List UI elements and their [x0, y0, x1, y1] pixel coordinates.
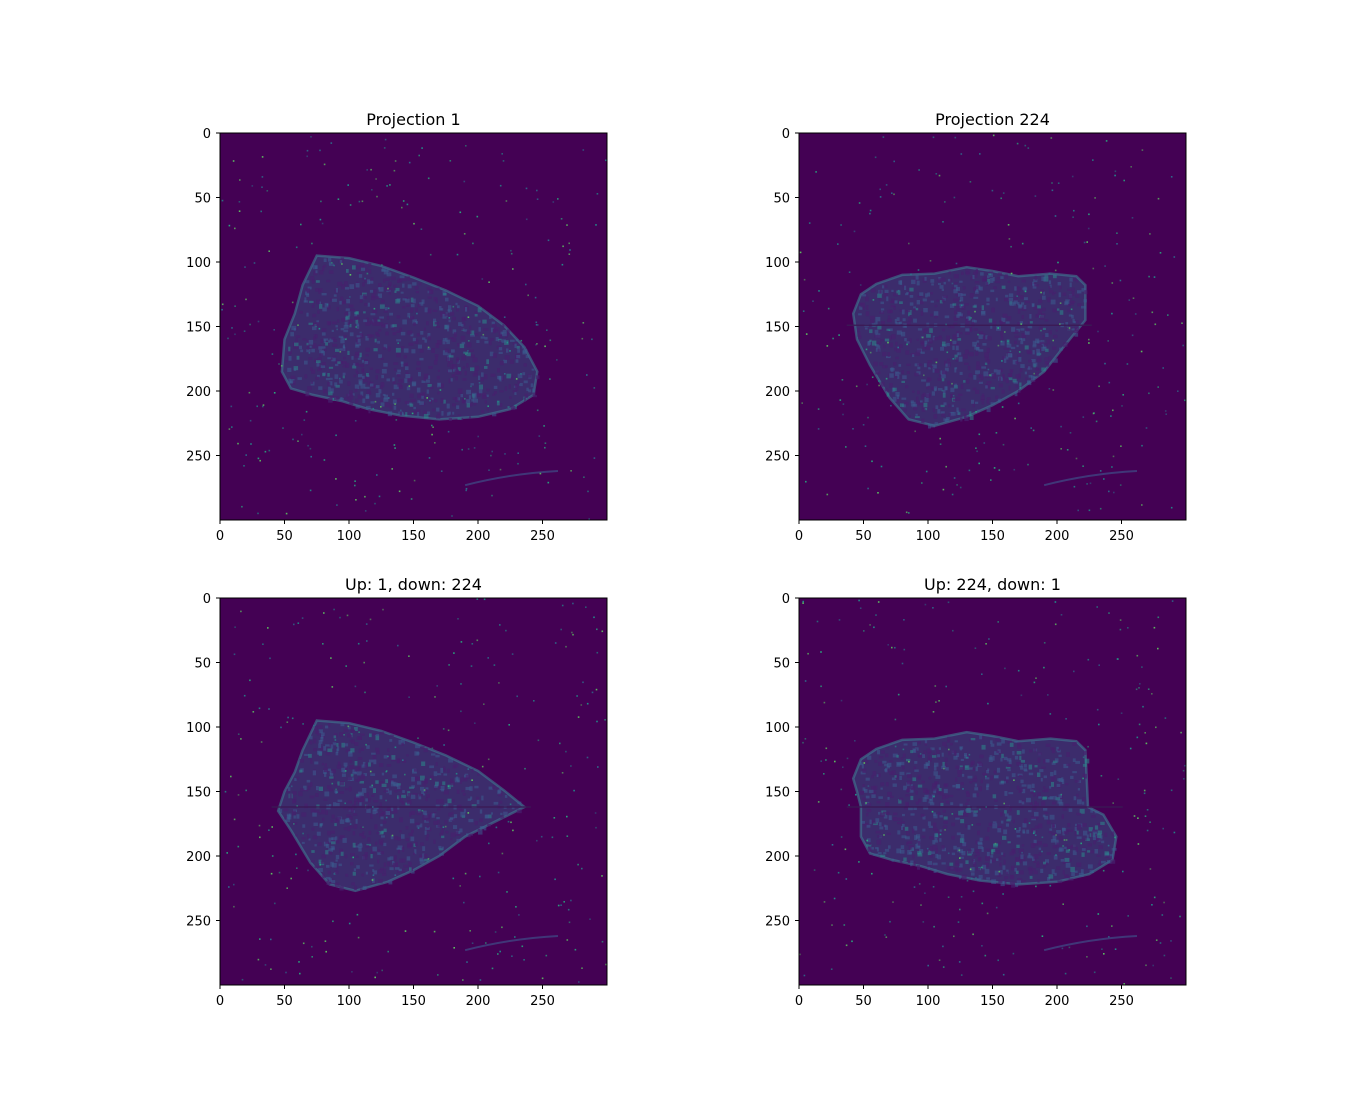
subplot-2: 0 50 100 150 200 250 0 50 100 150 200 250 Projection…: [765, 110, 1187, 544]
y-tick-label: 0: [203, 127, 211, 142]
subplot-grid: 0 50 100 150 200 250 0 50 100 150 200 250 Projection…: [186, 110, 1187, 1009]
y-tick-label: 250: [186, 450, 211, 465]
y-tick-label: 200: [765, 850, 790, 865]
streak-artifact: [464, 934, 559, 952]
x-tick-label: 50: [855, 529, 872, 544]
object-texture: [285, 257, 540, 421]
x-tick-label: 50: [855, 994, 872, 1009]
image-area: [799, 133, 1186, 520]
subplot-title: Projection 224: [935, 110, 1050, 129]
object-silhouette: [280, 254, 539, 421]
x-tick-label: 0: [216, 529, 224, 544]
y-tick-label: 250: [186, 915, 211, 930]
y-tick-label: 50: [194, 192, 211, 207]
x-tick-label: 150: [980, 529, 1005, 544]
x-tick-label: 200: [466, 994, 491, 1009]
x-tick-label: 250: [1109, 994, 1134, 1009]
object-texture: [857, 268, 1088, 429]
y-tick-label: 200: [765, 385, 790, 400]
x-tick-label: 100: [337, 529, 362, 544]
x-tick-label: 150: [980, 994, 1005, 1009]
y-tick-label: 50: [773, 192, 790, 207]
speckle-noise: [799, 134, 1186, 520]
x-tick-label: 0: [795, 529, 803, 544]
x-tick-label: 250: [530, 529, 555, 544]
image-background: [220, 133, 607, 520]
x-tick-label: 50: [276, 529, 293, 544]
y-tick-label: 100: [765, 256, 790, 271]
image-area: [799, 598, 1186, 985]
x-tick-label: 50: [276, 994, 293, 1009]
y-tick-label: 150: [765, 321, 790, 336]
image-area: [220, 133, 607, 520]
x-tick-label: 100: [916, 529, 941, 544]
image-area: [220, 598, 607, 985]
streak-artifact: [1043, 469, 1138, 487]
x-tick-label: 200: [1045, 529, 1070, 544]
x-tick-label: 200: [466, 529, 491, 544]
y-tick-label: 100: [186, 721, 211, 736]
speckle-noise: [799, 599, 1186, 985]
y-tick-label: 150: [186, 321, 211, 336]
speckle-noise: [221, 136, 607, 520]
y-tick-label: 100: [186, 256, 211, 271]
speckle-noise: [224, 598, 607, 985]
x-tick-label: 150: [401, 994, 426, 1009]
y-tick-label: 50: [773, 657, 790, 672]
y-tick-label: 250: [765, 450, 790, 465]
streak-artifact: [464, 469, 559, 487]
image-background: [799, 133, 1186, 520]
y-tick-label: 100: [765, 721, 790, 736]
object-texture: [278, 722, 522, 891]
object-texture: [859, 735, 1117, 888]
y-tick-label: 200: [186, 850, 211, 865]
subplot-3: 0 50 100 150 200 250 0 50 100 150 200 250 Up: 1, dow…: [186, 575, 608, 1009]
subplot-4: 0 50 100 150 200 250 0 50 100 150 200 250 Up: 224, d…: [765, 575, 1187, 1009]
y-tick-label: 150: [186, 786, 211, 801]
subplot-title: Projection 1: [366, 110, 460, 129]
y-tick-label: 200: [186, 385, 211, 400]
x-tick-label: 0: [795, 994, 803, 1009]
y-tick-label: 150: [765, 786, 790, 801]
x-tick-label: 100: [916, 994, 941, 1009]
subplot-1: 0 50 100 150 200 250 0 50 100 150 200 250 Projection…: [186, 110, 608, 544]
y-tick-label: 0: [782, 592, 790, 607]
x-tick-label: 200: [1045, 994, 1070, 1009]
x-tick-label: 250: [1109, 529, 1134, 544]
x-tick-label: 250: [530, 994, 555, 1009]
y-tick-label: 50: [194, 657, 211, 672]
streak-artifact: [1043, 934, 1138, 952]
object-silhouette: [851, 265, 1087, 428]
subplot-title: Up: 1, down: 224: [345, 575, 482, 594]
subplot-title: Up: 224, down: 1: [924, 575, 1061, 594]
x-tick-label: 0: [216, 994, 224, 1009]
y-tick-label: 0: [203, 592, 211, 607]
y-tick-label: 250: [765, 915, 790, 930]
x-tick-label: 100: [337, 994, 362, 1009]
y-tick-label: 0: [782, 127, 790, 142]
x-tick-label: 150: [401, 529, 426, 544]
